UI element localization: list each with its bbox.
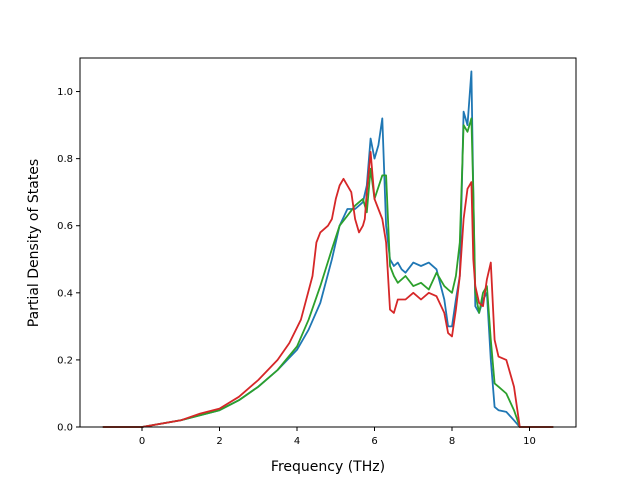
y-tick-label: 0.0	[57, 423, 73, 434]
plot-frame	[79, 57, 577, 428]
y-axis-ticks: 0.0 0.2 0.4 0.6 0.8 1.0	[57, 87, 80, 434]
x-tick-label: 10	[523, 436, 536, 447]
x-tick-label: 6	[371, 436, 377, 447]
x-tick-label: 0	[139, 436, 145, 447]
y-tick-label: 0.8	[57, 154, 73, 165]
y-tick-label: 0.4	[57, 288, 73, 299]
y-tick-label: 1.0	[57, 87, 73, 98]
x-tick-label: 8	[449, 436, 455, 447]
plot-lines	[102, 70, 554, 428]
x-axis-ticks: 0 2 4 6 8 10	[139, 427, 536, 447]
series-line-3	[102, 151, 554, 428]
x-axis-label: Frequency (THz)	[271, 459, 385, 475]
y-axis-label: Partial Density of States	[26, 159, 42, 327]
y-tick-label: 0.2	[57, 355, 73, 366]
x-tick-label: 4	[294, 436, 300, 447]
x-tick-label: 2	[216, 436, 222, 447]
series-line-2	[102, 117, 554, 428]
y-tick-label: 0.6	[57, 221, 73, 232]
